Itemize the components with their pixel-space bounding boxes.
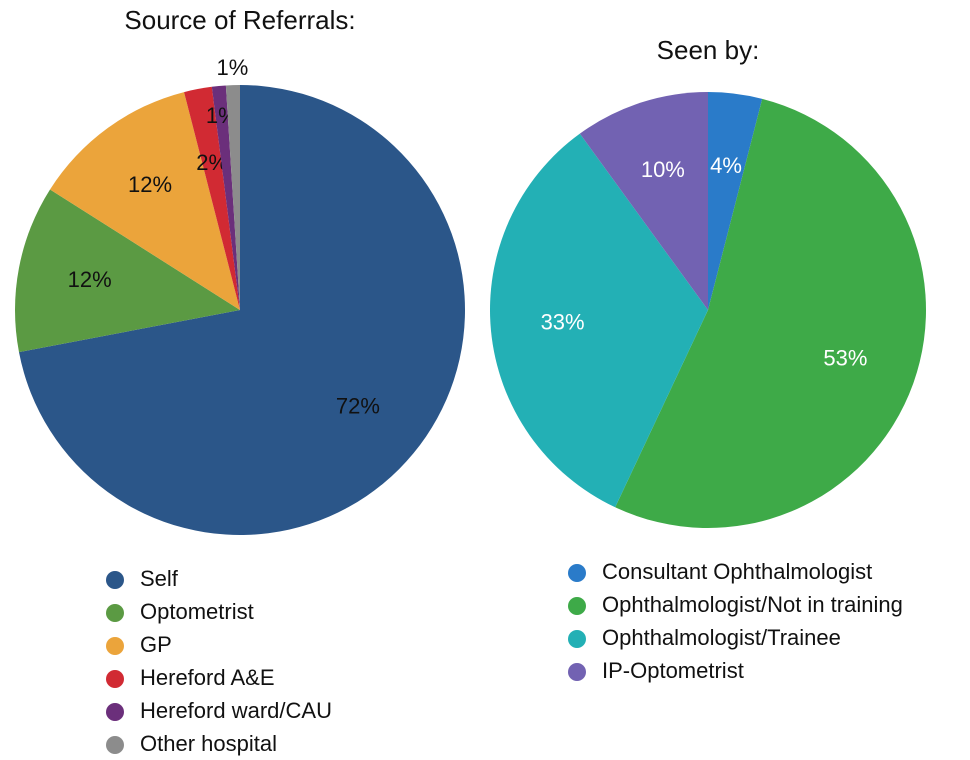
- legend-label: GP: [140, 632, 172, 657]
- pie-slice: [15, 189, 241, 353]
- pie-slice: [184, 86, 240, 310]
- legend-label: Ophthalmologist/Not in training: [602, 592, 903, 617]
- legend-swatch: [568, 630, 586, 648]
- slice-label: 10%: [641, 157, 685, 182]
- slice-label: 1%: [217, 55, 249, 80]
- legend-swatch: [106, 637, 124, 655]
- pie-slice: [489, 133, 708, 508]
- legend-swatch: [106, 703, 124, 721]
- slice-label: 72%: [336, 393, 380, 418]
- legend-swatch: [106, 670, 124, 688]
- slice-label: 12%: [128, 172, 172, 197]
- chart-title: Seen by:: [657, 35, 760, 65]
- legend-swatch: [568, 597, 586, 615]
- pie-slice: [50, 92, 241, 310]
- slice-label: 53%: [823, 345, 867, 370]
- legend-swatch: [568, 663, 586, 681]
- legend-label: Hereford ward/CAU: [140, 698, 332, 723]
- slice-label: 12%: [68, 267, 112, 292]
- legend-swatch: [106, 571, 124, 589]
- pie-slice: [579, 92, 708, 310]
- slice-label: 4%: [710, 153, 742, 178]
- legend-label: Optometrist: [140, 599, 254, 624]
- pie-slice: [18, 85, 465, 535]
- legend-label: Other hospital: [140, 731, 277, 756]
- legend-swatch: [106, 736, 124, 754]
- pie-slice: [211, 85, 240, 310]
- pie-slice: [225, 85, 240, 310]
- legend-label: Self: [140, 566, 179, 591]
- legend-label: Hereford A&E: [140, 665, 275, 690]
- legend-swatch: [568, 564, 586, 582]
- legend-label: Ophthalmologist/Trainee: [602, 625, 841, 650]
- legend-label: Consultant Ophthalmologist: [602, 559, 872, 584]
- legend-label: IP-Optometrist: [602, 658, 744, 683]
- legend-swatch: [106, 604, 124, 622]
- pie-slice: [615, 98, 927, 529]
- pie-slice: [708, 92, 763, 310]
- chart-title: Source of Referrals:: [124, 5, 355, 35]
- slice-label: 33%: [541, 310, 585, 335]
